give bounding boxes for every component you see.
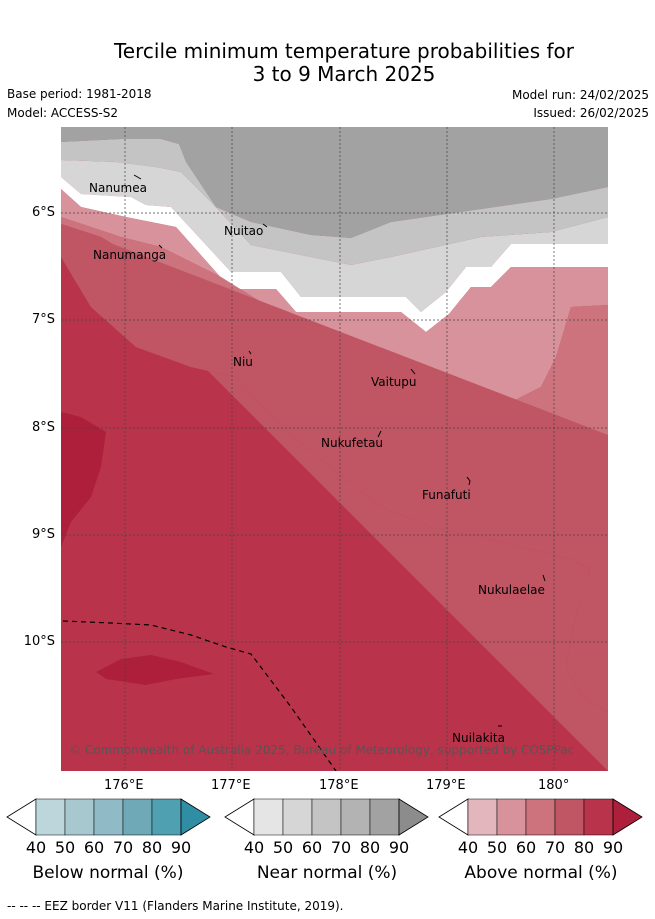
colorbar-below-normal [6, 798, 211, 836]
island-mark-nanumanga [158, 244, 163, 249]
colorbar-2-tick-40: 40 [457, 838, 479, 857]
colorbar-0-tick-50: 50 [54, 838, 76, 857]
colorbar-2-segment-3 [525, 798, 556, 836]
near-normal-70-region [61, 139, 608, 265]
copyright-text: © Commonwealth of Australia 2025, Bureau… [69, 743, 574, 757]
colorbar-1-tick-60: 60 [301, 838, 323, 857]
below-40-white-band [61, 177, 608, 332]
colorbar-2-tick-60: 60 [515, 838, 537, 857]
island-mark-funafuti [466, 476, 471, 486]
colorbar-1-segment-5 [369, 798, 400, 836]
island-marks [133, 174, 546, 727]
colorbar-0-segment-1 [35, 798, 66, 836]
colorbar-0-low-triangle [6, 798, 37, 836]
colorbar-1-tick-80: 80 [359, 838, 381, 857]
colorbar-2-low-triangle [438, 798, 469, 836]
island-mark-nanumea [133, 174, 142, 180]
colorbar-0-tick-40: 40 [25, 838, 47, 857]
colorbar-1-low-triangle [224, 798, 255, 836]
colorbar-0-segment-4 [122, 798, 153, 836]
colorbar-0-tick-60: 60 [83, 838, 105, 857]
place-label-nuilakita: Nuilakita [452, 731, 505, 745]
island-mark-nukufetau [377, 430, 382, 438]
colorbar-0-tick-70: 70 [112, 838, 134, 857]
chart-title: Tercile minimum temperature probabilitie… [0, 40, 655, 86]
model-run-label: Model run: 24/02/2025 [511, 88, 649, 102]
eez-legend-text: -- -- -- EEZ border V11 (Flanders Marine… [7, 899, 344, 913]
above-normal-60-region [61, 217, 608, 435]
place-label-nanumea: Nanumea [89, 181, 147, 195]
title-line-2: 3 to 9 March 2025 [252, 62, 436, 86]
colorbar-near-normal [224, 798, 429, 836]
island-mark-niu [248, 350, 252, 355]
near-normal-60-region [61, 160, 608, 312]
x-tick-177e: 177°E [211, 778, 251, 793]
eez-border-line [62, 620, 337, 772]
colorbar-strip [6, 798, 643, 836]
base-period-label: Base period: 1981-2018 [7, 87, 152, 101]
place-label-nuitao: Nuitao [224, 224, 263, 238]
above-normal-90-south-patch [96, 655, 214, 685]
colorbar-1-segment-1 [253, 798, 284, 836]
colorbar-0-tick-90: 90 [170, 838, 192, 857]
colorbar-2-tick-90: 90 [602, 838, 624, 857]
colorbar-0-segment-3 [93, 798, 124, 836]
colorbar-2-segment-4 [554, 798, 585, 836]
colorbar-label-above: Above normal (%) [464, 863, 618, 883]
x-tick-178e: 178°E [319, 778, 359, 793]
x-tick-176e: 176°E [104, 778, 144, 793]
x-tick-180: 180° [538, 778, 570, 793]
colorbar-above-normal [438, 798, 643, 836]
colorbar-1-tick-70: 70 [330, 838, 352, 857]
probability-map: Nanumea Nuitao Nanumanga Niu Vaitupu Nuk… [61, 127, 608, 772]
place-label-nanumanga: Nanumanga [93, 248, 166, 262]
place-label-niu: Niu [233, 355, 253, 369]
place-label-funafuti: Funafuti [422, 488, 471, 502]
colorbar-label-near: Near normal (%) [256, 863, 398, 883]
colorbar-2-tick-70: 70 [544, 838, 566, 857]
place-label-nukulaelae: Nukulaelae [478, 583, 545, 597]
near-normal-80-region [61, 127, 608, 238]
colorbar-1-segment-2 [282, 798, 313, 836]
colorbar-2-high-triangle [612, 798, 643, 836]
island-mark-nukulaelae [542, 574, 546, 582]
colorbar-0-high-triangle [180, 798, 211, 836]
colorbar-0-segment-5 [151, 798, 182, 836]
place-labels: Nanumea Nuitao Nanumanga Niu Vaitupu Nuk… [89, 181, 545, 745]
place-label-vaitupu: Vaitupu [371, 375, 417, 389]
colorbar-1-tick-90: 90 [388, 838, 410, 857]
colorbar-1-segment-4 [340, 798, 371, 836]
above-normal-70-east-patch [566, 567, 608, 712]
island-mark-vaitupu [410, 368, 416, 375]
colorbar-0-tick-80: 80 [141, 838, 163, 857]
colorbar-1-segment-3 [311, 798, 342, 836]
above-normal-90-west-patch [61, 412, 106, 547]
colorbar-1-high-triangle [398, 798, 429, 836]
x-tick-179e: 179°E [426, 778, 466, 793]
colorbar-2-segment-1 [467, 798, 498, 836]
map-svg: Nanumea Nuitao Nanumanga Niu Vaitupu Nuk… [61, 127, 608, 772]
island-mark-nuitao [262, 223, 268, 228]
colorbar-1-tick-40: 40 [243, 838, 265, 857]
above-normal-50-region [61, 189, 608, 407]
graticule [61, 127, 608, 771]
colorbar-label-below: Below normal (%) [32, 863, 184, 883]
model-label: Model: ACCESS-S2 [7, 106, 119, 120]
above-normal-70-band [61, 224, 608, 579]
colorbar-2-tick-50: 50 [486, 838, 508, 857]
issued-label: Issued: 26/02/2025 [533, 106, 649, 120]
title-line-1: Tercile minimum temperature probabilitie… [113, 39, 575, 63]
colorbar-2-tick-80: 80 [573, 838, 595, 857]
colorbar-0-segment-2 [64, 798, 95, 836]
colorbar-2-segment-5 [583, 798, 614, 836]
place-label-nukufetau: Nukufetau [321, 436, 383, 450]
colorbar-1-tick-50: 50 [272, 838, 294, 857]
colorbar-2-segment-2 [496, 798, 527, 836]
